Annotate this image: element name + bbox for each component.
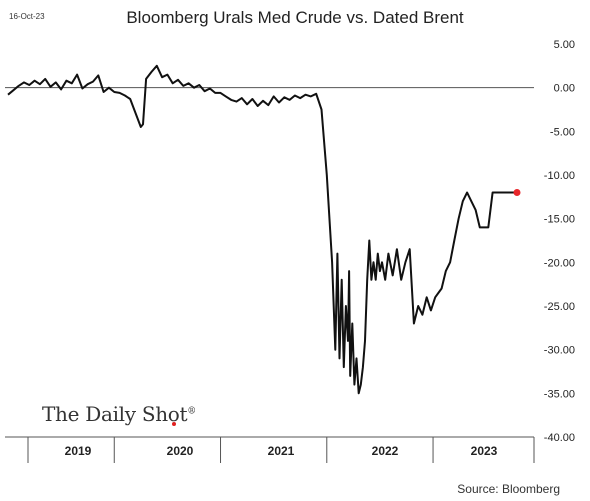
x-tick-labels: 2019 2020 2021 2022 2023 xyxy=(65,444,498,458)
brand-dot xyxy=(172,422,176,426)
y-tick-label: -40.00 xyxy=(544,432,575,444)
brand-text: The Daily Shot xyxy=(42,402,188,426)
y-tick-label: -30.00 xyxy=(544,345,575,357)
y-tick-label: -5.00 xyxy=(550,126,575,138)
y-tick-label: -25.00 xyxy=(544,301,575,313)
date-label: 16-Oct-23 xyxy=(9,12,45,21)
x-tick-label: 2020 xyxy=(167,444,194,458)
y-tick-label: 5.00 xyxy=(554,39,575,51)
chart-title: Bloomberg Urals Med Crude vs. Dated Bren… xyxy=(126,8,464,27)
axes xyxy=(5,87,535,463)
y-tick-label: -20.00 xyxy=(544,257,575,269)
y-tick-label: -15.00 xyxy=(544,214,575,226)
x-tick-label: 2023 xyxy=(471,444,498,458)
y-tick-label: 0.00 xyxy=(554,83,575,95)
brand-mark: ® xyxy=(187,406,196,417)
series-line xyxy=(7,64,517,395)
last-point-marker xyxy=(513,188,521,196)
y-ticks: 5.00 0.00 -5.00 -10.00 -15.00 -20.00 -25.00 -30… xyxy=(544,39,575,444)
y-tick-label: -10.00 xyxy=(544,170,575,182)
source-note: Source: Bloomberg xyxy=(457,482,560,496)
x-tick-label: 2022 xyxy=(372,444,399,458)
brand-logo: The Daily Shot® xyxy=(42,402,196,426)
x-tick-label: 2021 xyxy=(268,444,295,458)
x-tick-label: 2019 xyxy=(65,444,92,458)
y-tick-label: -35.00 xyxy=(544,388,575,400)
